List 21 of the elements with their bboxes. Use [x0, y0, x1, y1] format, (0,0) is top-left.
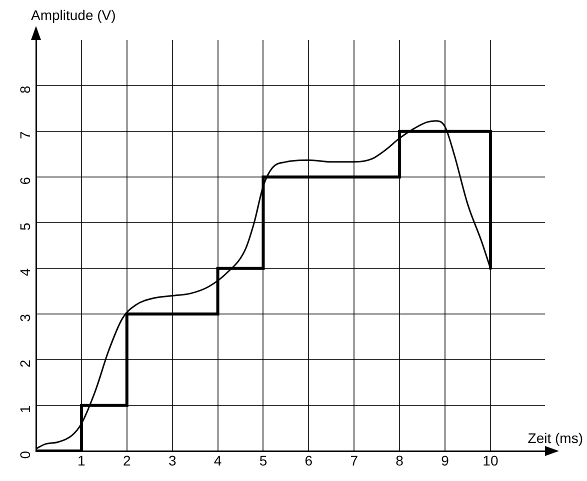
- x-axis-title: Zeit (ms): [528, 430, 583, 446]
- x-tick-label: 4: [214, 452, 222, 468]
- x-tick-label: 9: [441, 452, 450, 468]
- x-tick-label: 10: [482, 452, 498, 468]
- y-tick-label: 5: [16, 222, 33, 230]
- x-tick-label: 2: [122, 452, 131, 468]
- y-tick-label: 7: [16, 131, 33, 140]
- x-tick-label: 8: [396, 452, 404, 468]
- x-tick-label: 3: [168, 452, 176, 468]
- y-tick-label: 8: [16, 85, 33, 94]
- y-tick-label: 2: [16, 359, 33, 368]
- x-tick-label: 6: [304, 452, 313, 468]
- x-tick-label: 7: [350, 452, 358, 468]
- y-tick-label: 3: [16, 314, 33, 322]
- y-tick-label: 6: [16, 176, 33, 185]
- y-tick-label: 1: [16, 405, 33, 414]
- x-tick-label: 1: [78, 452, 86, 468]
- x-tick-label: 5: [259, 452, 268, 468]
- y-axis-title: Amplitude (V): [31, 7, 116, 23]
- y-tick-label: 4: [16, 268, 33, 276]
- y-tick-label: 0: [16, 450, 33, 459]
